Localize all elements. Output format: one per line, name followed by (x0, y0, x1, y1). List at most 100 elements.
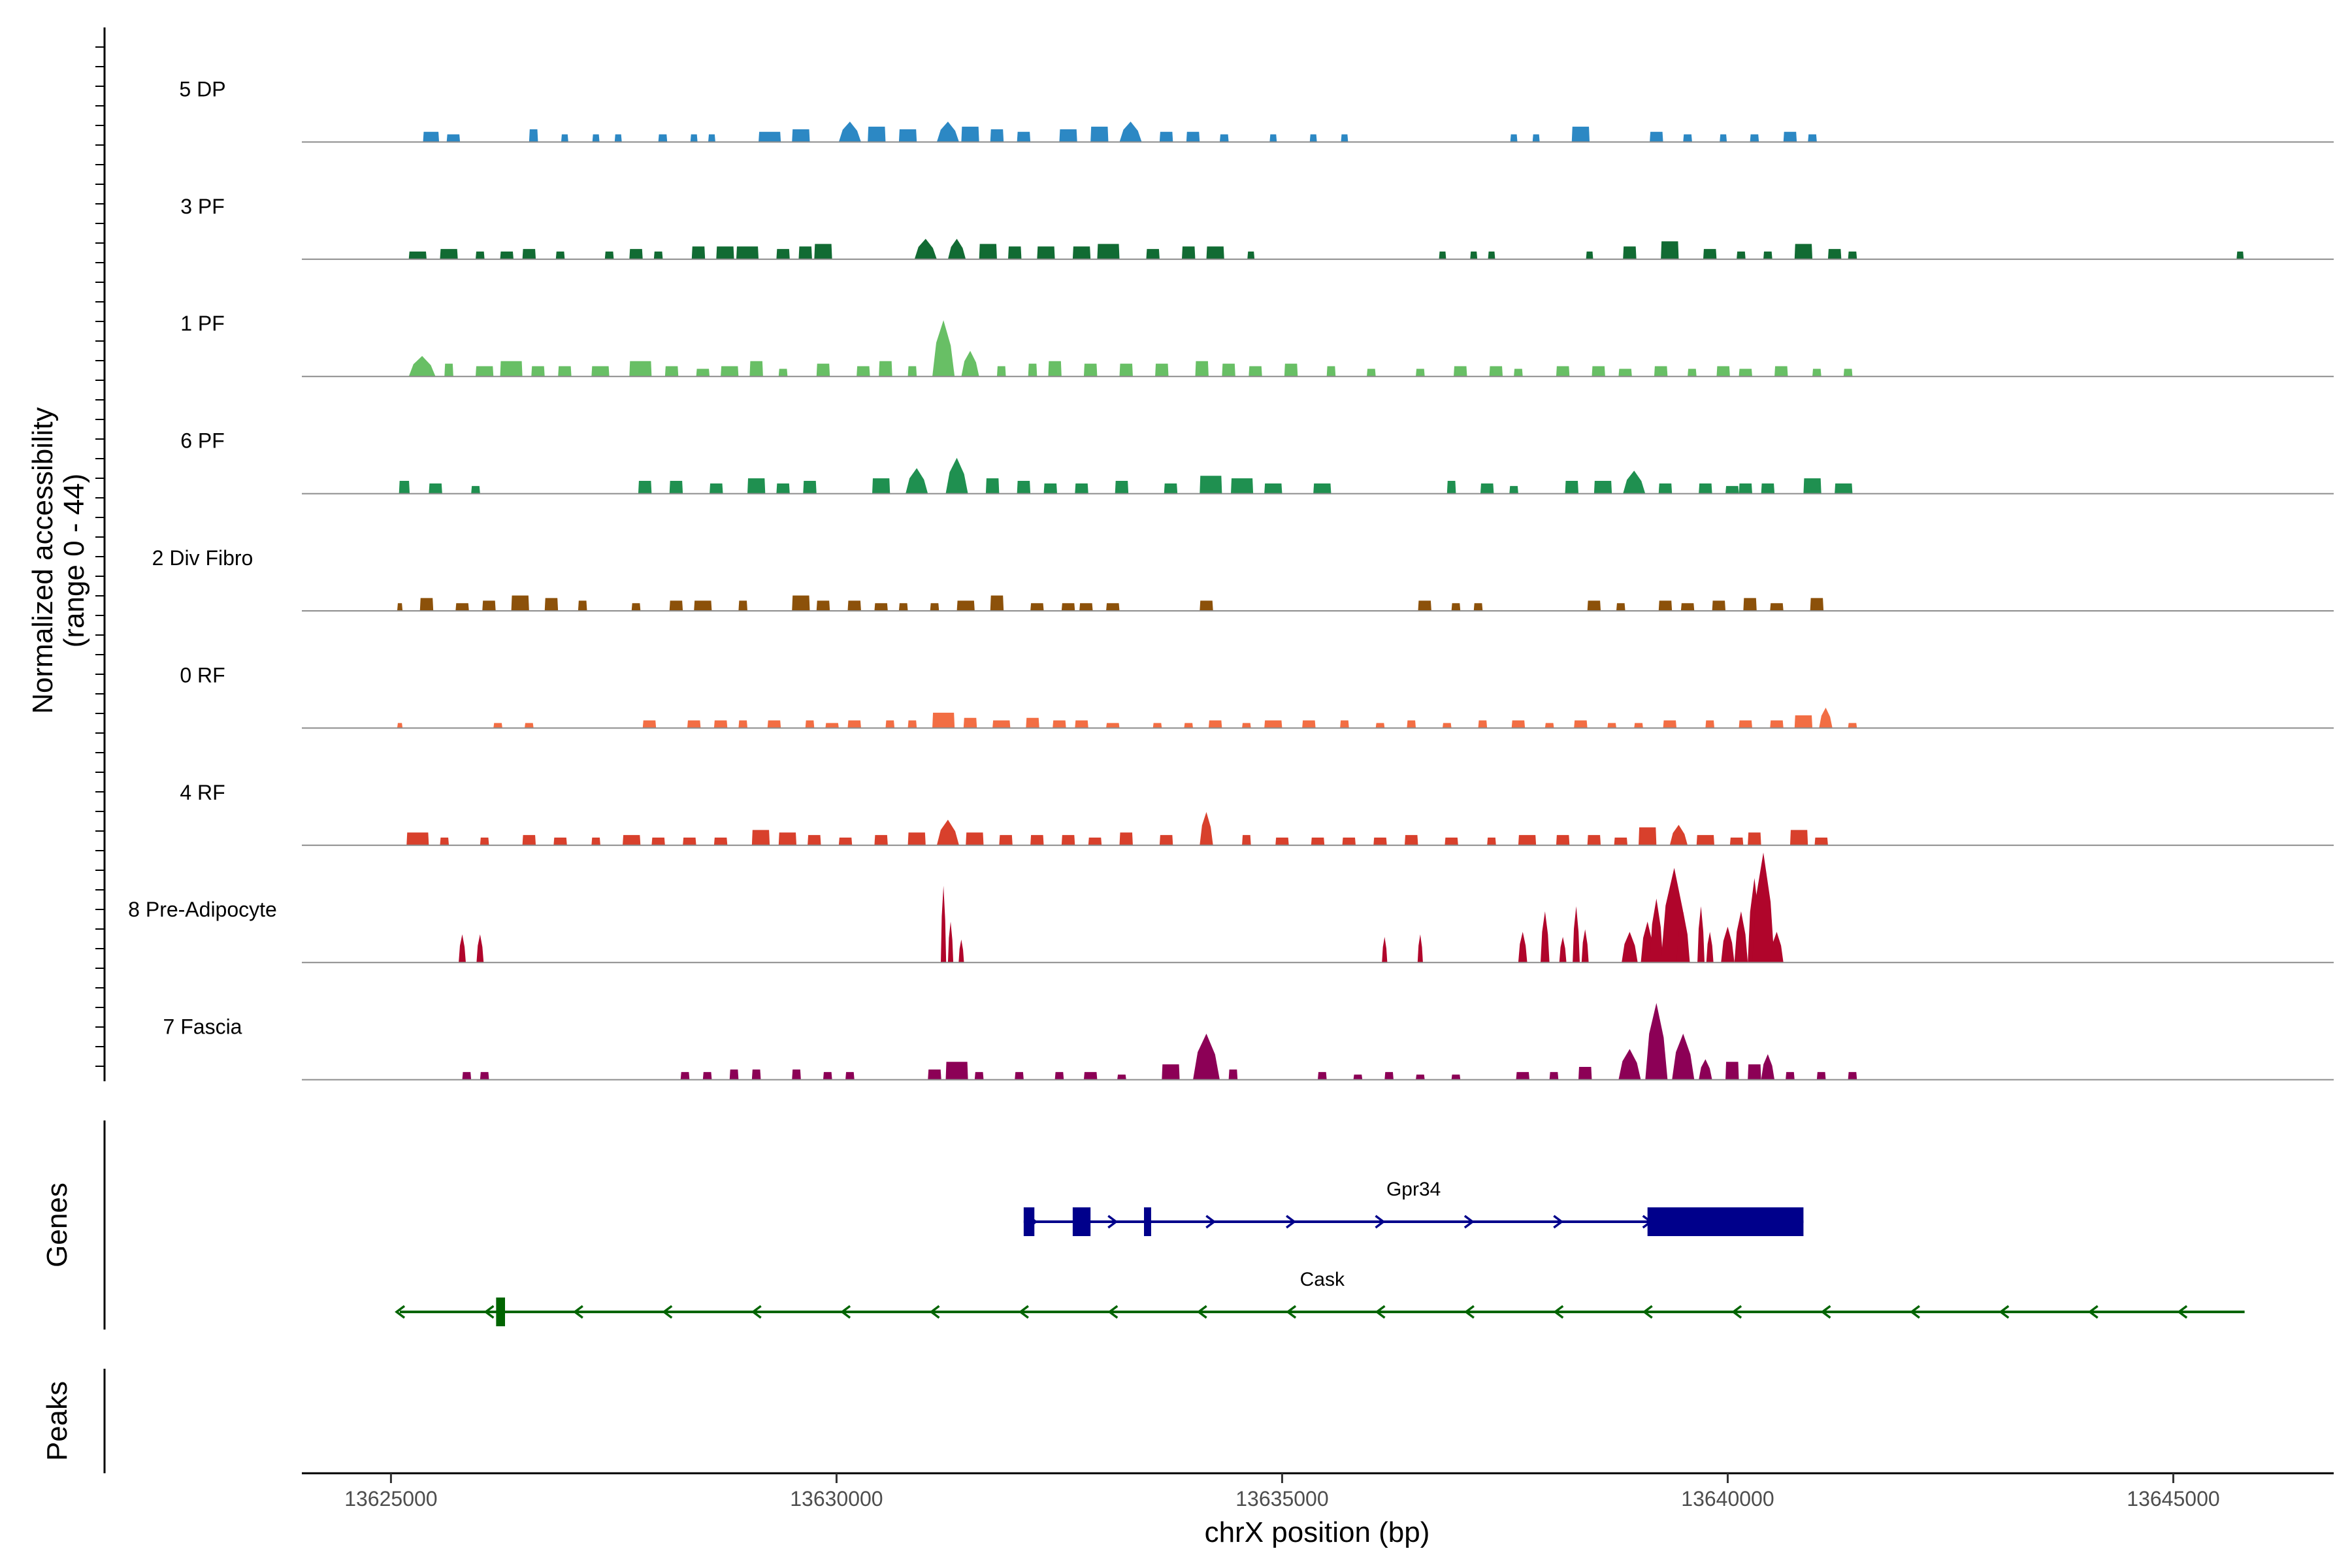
coverage-peak (1803, 478, 1821, 494)
coverage-peak (511, 595, 529, 611)
coverage-peak (992, 720, 1011, 728)
coverage-peak (1634, 723, 1643, 728)
coverage-peak (710, 483, 723, 494)
peaks-panel-label: Peaks (41, 1381, 73, 1461)
coverage-peak (1119, 832, 1133, 845)
coverage-peak (1618, 368, 1632, 377)
coverage-peak (1618, 1049, 1641, 1080)
y-axis-title-line2: (range 0 - 44) (58, 474, 90, 648)
coverage-peak (838, 122, 861, 142)
strand-arrow (662, 1305, 673, 1319)
coverage-peak (1181, 246, 1196, 259)
coverage-peak (1511, 720, 1526, 728)
coverage-peak (429, 483, 442, 494)
coverage-peak (1318, 1071, 1327, 1080)
strand-arrow (395, 1305, 406, 1319)
coverage-peak (1159, 131, 1173, 142)
coverage-peak (738, 600, 748, 611)
strand-arrow (1375, 1215, 1386, 1229)
coverage-peak (1556, 366, 1570, 377)
coverage-peak (1672, 1034, 1695, 1080)
coverage-peak (914, 238, 937, 259)
coverage-peak (1835, 483, 1853, 494)
strand-arrow (1375, 1305, 1386, 1319)
coverage-peak (974, 1071, 984, 1080)
x-tick-label: 13645000 (2127, 1487, 2219, 1511)
y-axis-title-line1: Normalized accessibility (27, 407, 59, 713)
coverage-peak (1770, 720, 1784, 728)
strand-arrow (1820, 1305, 1831, 1319)
coverage-peak (1586, 252, 1593, 259)
coverage-peak (493, 723, 502, 728)
exon (1072, 1207, 1091, 1236)
coverage-peak (838, 838, 853, 845)
coverage-peak (1716, 366, 1730, 377)
coverage-peak (1737, 252, 1746, 259)
coverage-peak (1607, 723, 1616, 728)
strand-arrow (572, 1305, 583, 1319)
coverage-peak (480, 1071, 489, 1080)
coverage-peak (1384, 1071, 1394, 1080)
coverage-peak (1688, 368, 1697, 377)
coverage-peak (907, 832, 926, 845)
coverage-peak (1616, 603, 1625, 611)
strand-arrow (483, 1305, 495, 1319)
coverage-peak (1650, 131, 1663, 142)
gene-label: Gpr34 (1386, 1179, 1441, 1200)
coverage-peak (658, 134, 668, 142)
coverage-peak (805, 720, 815, 728)
coverage-peak (1623, 470, 1646, 494)
coverage-peak (798, 246, 812, 259)
coverage-peak (1789, 830, 1808, 845)
coverage-peak (1843, 368, 1853, 377)
coverage-peak (1680, 603, 1695, 611)
strand-arrow (1999, 1305, 2010, 1319)
coverage-peak (475, 252, 485, 259)
coverage-peak (1200, 600, 1213, 611)
coverage-peak (1516, 1071, 1529, 1080)
strand-arrow (1107, 1215, 1119, 1229)
coverage-peak (1532, 134, 1540, 142)
coverage-peak (1734, 911, 1748, 963)
track-label: 6 PF (180, 429, 225, 453)
coverage-peak (825, 723, 839, 728)
coverage-peak (961, 126, 979, 142)
coverage-peak (1721, 926, 1735, 963)
coverage-peak (446, 134, 461, 142)
coverage-peak (1478, 720, 1488, 728)
coverage-peak (578, 600, 587, 611)
coverage-peak (522, 835, 536, 845)
x-tick-label: 13640000 (1681, 1487, 1774, 1511)
coverage-tracks: 5 DP 3 PF 1 PF 6 PF 2 Div Fibro 0 RF 4 RF 8 Pre… (128, 77, 2334, 1081)
coverage-peak (845, 1071, 855, 1080)
coverage-peak (664, 366, 679, 377)
coverage-peak (1061, 603, 1075, 611)
coverage-peak (462, 1071, 472, 1080)
coverage-peak (792, 595, 810, 611)
x-axis-title: chrX position (bp) (1205, 1516, 1430, 1548)
coverage-peak (1725, 485, 1739, 494)
coverage-peak (2236, 252, 2244, 259)
strand-arrow (1107, 1305, 1119, 1319)
coverage-peak (690, 134, 698, 142)
strand-arrow (840, 1305, 851, 1319)
coverage-peak (1587, 835, 1601, 845)
strand-arrow (1286, 1215, 1296, 1229)
coverage-peak (885, 720, 895, 728)
coverage-peak (638, 481, 652, 494)
x-tick-label: 13625000 (344, 1487, 437, 1511)
x-axis-ticks: 13625000 13630000 13635000 13640000 13645000 (344, 1473, 2220, 1511)
coverage-peak (1017, 131, 1031, 142)
coverage-peak (591, 838, 600, 845)
coverage-peak (930, 603, 939, 611)
coverage-peak (1697, 906, 1705, 963)
coverage-peak (1816, 1071, 1826, 1080)
coverage-peak (816, 600, 830, 611)
coverage-peak (1028, 363, 1037, 377)
coverage-peak (397, 723, 403, 728)
coverage-peak (1750, 134, 1759, 142)
coverage-peak (1488, 252, 1495, 259)
coverage-peak (680, 1071, 690, 1080)
coverage-peak (1442, 723, 1452, 728)
coverage-peak (1072, 246, 1091, 259)
